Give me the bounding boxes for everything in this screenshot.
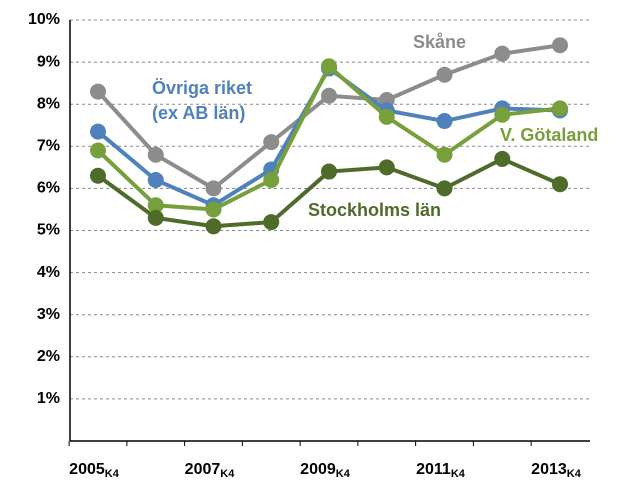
data-point xyxy=(147,197,164,214)
x-tick-year: 2013 xyxy=(531,461,567,478)
x-tick-label: 2005K4 xyxy=(69,461,120,480)
x-tick-subscript: K4 xyxy=(220,468,235,480)
data-point xyxy=(90,142,106,159)
data-point xyxy=(436,66,453,83)
data-point xyxy=(494,45,511,62)
x-tick-subscript: K4 xyxy=(336,468,351,480)
data-point xyxy=(263,214,280,231)
y-tick-label: 3% xyxy=(37,306,60,323)
x-tick-label: 2009K4 xyxy=(300,461,351,480)
x-tick-subscript: K4 xyxy=(105,468,120,480)
data-point xyxy=(378,159,395,176)
x-tick-year: 2011 xyxy=(416,461,451,478)
data-point xyxy=(263,171,280,188)
data-point xyxy=(436,146,453,163)
data-point xyxy=(436,113,453,130)
data-point xyxy=(552,37,568,54)
data-point xyxy=(321,163,337,180)
data-point xyxy=(205,201,222,218)
y-tick-label: 7% xyxy=(37,138,60,155)
y-tick-label: 5% xyxy=(37,222,60,239)
data-point xyxy=(263,134,280,151)
x-tick-year: 2007 xyxy=(185,461,221,478)
y-tick-label: 8% xyxy=(37,95,60,112)
x-tick-subscript: K4 xyxy=(451,468,466,480)
x-tick-year: 2005 xyxy=(69,461,105,478)
data-point xyxy=(321,58,337,75)
data-point xyxy=(90,123,106,140)
y-tick-label: 9% xyxy=(37,53,60,70)
y-tick-label: 2% xyxy=(37,348,60,365)
data-point xyxy=(436,180,453,197)
data-point xyxy=(205,180,222,197)
data-point xyxy=(90,83,106,100)
data-point xyxy=(205,218,222,235)
series-label: Skåne xyxy=(413,32,467,52)
data-point xyxy=(494,106,511,123)
y-tick-label: 4% xyxy=(37,264,60,281)
y-tick-label: 10% xyxy=(28,11,60,28)
series-label: Stockholms län xyxy=(308,200,442,220)
data-point xyxy=(552,176,568,193)
data-point xyxy=(147,171,164,188)
data-point xyxy=(378,108,395,125)
x-tick-label: 2007K4 xyxy=(185,461,236,480)
data-point xyxy=(147,146,164,163)
series-label: V. Götaland xyxy=(500,125,599,145)
data-point xyxy=(552,100,568,117)
x-tick-year: 2009 xyxy=(300,461,336,478)
x-tick-label: 2011K4 xyxy=(416,461,466,480)
x-tick-subscript: K4 xyxy=(567,468,582,480)
data-point xyxy=(147,209,164,226)
x-tick-label: 2013K4 xyxy=(531,461,582,480)
y-tick-label: 6% xyxy=(37,180,60,197)
data-point xyxy=(90,167,106,184)
series-label: Övriga riket (ex AB län) xyxy=(152,78,253,123)
y-tick-label: 1% xyxy=(37,390,60,407)
data-point xyxy=(321,87,337,104)
data-point xyxy=(494,150,511,167)
